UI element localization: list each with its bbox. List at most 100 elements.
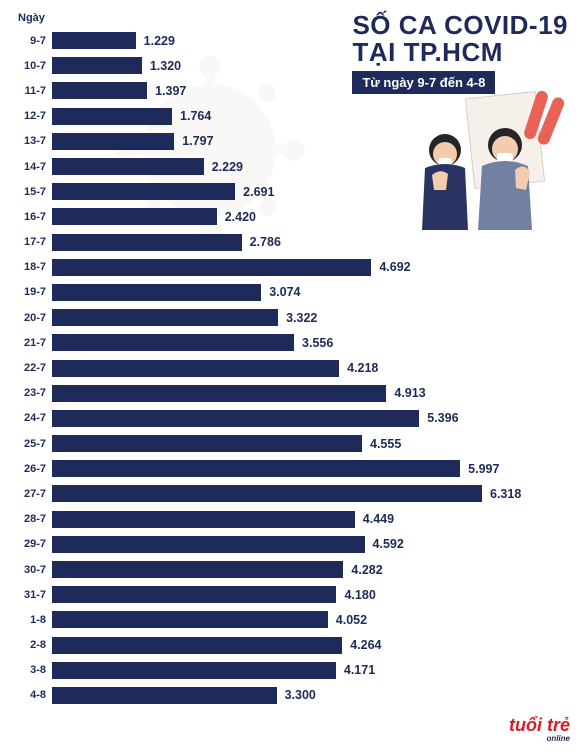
bar-date-label: 2-8 <box>12 639 52 651</box>
bar <box>52 108 172 125</box>
bar-wrap: 4.555 <box>52 435 570 452</box>
bar-value-label: 1.320 <box>150 59 181 73</box>
bar-value-label: 5.396 <box>427 411 458 425</box>
bar-date-label: 10-7 <box>12 60 52 72</box>
bar-value-label: 2.420 <box>225 210 256 224</box>
bar-date-label: 4-8 <box>12 689 52 701</box>
bar-row: 27-76.318 <box>12 481 570 506</box>
bar-row: 30-7 4.282 <box>12 557 570 582</box>
bar <box>52 637 342 654</box>
bar <box>52 410 419 427</box>
bar <box>52 611 328 628</box>
bar-date-label: 12-7 <box>12 110 52 122</box>
bar-row: 2-8 4.264 <box>12 633 570 658</box>
bar-row: 1-84.052 <box>12 607 570 632</box>
bar <box>52 309 278 326</box>
bar-row: 17-72.786 <box>12 230 570 255</box>
bar-value-label: 4.692 <box>379 260 410 274</box>
bar-wrap: 4.264 <box>52 637 570 654</box>
bar <box>52 511 355 528</box>
bar-row: 13-71.797 <box>12 129 570 154</box>
bar-row: 31-74.180 <box>12 582 570 607</box>
bar-row: 24-75.396 <box>12 406 570 431</box>
bar <box>52 284 261 301</box>
bar <box>52 57 142 74</box>
bar-value-label: 1.764 <box>180 109 211 123</box>
bar-wrap: 4.449 <box>52 511 570 528</box>
bar-row: 14-7 2.229 <box>12 154 570 179</box>
bar-value-label: 3.074 <box>269 285 300 299</box>
bar-wrap: 4.282 <box>52 561 570 578</box>
bar-row: 4-8 3.300 <box>12 683 570 708</box>
bar-row: 29-74.592 <box>12 532 570 557</box>
bar-chart: 9-71.22910-71.32011-71.39712-71.76413-71… <box>12 28 570 708</box>
bar-row: 12-7 1.764 <box>12 104 570 129</box>
bar <box>52 561 343 578</box>
bar-wrap: 5.396 <box>52 410 570 427</box>
bar-row: 3-8 4.171 <box>12 658 570 683</box>
bar-value-label: 4.171 <box>344 663 375 677</box>
bar-wrap: 3.300 <box>52 687 570 704</box>
bar-value-label: 1.397 <box>155 84 186 98</box>
bar <box>52 485 482 502</box>
bar-date-label: 23-7 <box>12 387 52 399</box>
bar-value-label: 4.555 <box>370 437 401 451</box>
title-block: SỐ CA COVID-19 TẠI TP.HCM Từ ngày 9-7 đế… <box>352 12 568 94</box>
bar <box>52 234 242 251</box>
infographic-container: SỐ CA COVID-19 TẠI TP.HCM Từ ngày 9-7 đế… <box>0 0 586 753</box>
bar-value-label: 4.052 <box>336 613 367 627</box>
bar-wrap: 2.229 <box>52 158 570 175</box>
bar-value-label: 4.264 <box>350 638 381 652</box>
bar-value-label: 1.229 <box>144 34 175 48</box>
bar <box>52 662 336 679</box>
bar-date-label: 17-7 <box>12 236 52 248</box>
bar-wrap: 4.171 <box>52 662 570 679</box>
bar <box>52 435 362 452</box>
bar-wrap: 5.997 <box>52 460 570 477</box>
bar-value-label: 1.797 <box>182 134 213 148</box>
bar <box>52 208 217 225</box>
bar-row: 19-7 3.074 <box>12 280 570 305</box>
bar-row: 20-73.322 <box>12 305 570 330</box>
logo-main: tuổi trẻ <box>509 715 570 735</box>
bar-date-label: 16-7 <box>12 211 52 223</box>
bar-date-label: 14-7 <box>12 161 52 173</box>
bar-row: 28-74.449 <box>12 507 570 532</box>
title-line-2: TẠI TP.HCM <box>352 39 568 66</box>
bar-wrap: 4.180 <box>52 586 570 603</box>
bar-row: 23-7 4.913 <box>12 381 570 406</box>
bar-wrap: 4.592 <box>52 536 570 553</box>
bar-wrap: 4.052 <box>52 611 570 628</box>
bar-value-label: 3.556 <box>302 336 333 350</box>
bar-date-label: 22-7 <box>12 362 52 374</box>
bar <box>52 460 460 477</box>
source-logo: tuổi trẻ online <box>509 715 570 743</box>
bar <box>52 82 147 99</box>
bar <box>52 259 371 276</box>
bar-value-label: 4.282 <box>351 563 382 577</box>
bar-date-label: 20-7 <box>12 312 52 324</box>
bar-date-label: 3-8 <box>12 664 52 676</box>
bar-row: 26-75.997 <box>12 456 570 481</box>
bar-date-label: 30-7 <box>12 564 52 576</box>
bar-row: 25-7 4.555 <box>12 431 570 456</box>
bar <box>52 687 277 704</box>
bar-date-label: 29-7 <box>12 538 52 550</box>
bar-wrap: 1.764 <box>52 108 570 125</box>
bar-date-label: 19-7 <box>12 286 52 298</box>
bar-date-label: 15-7 <box>12 186 52 198</box>
bar-wrap: 4.913 <box>52 385 570 402</box>
bar-wrap: 4.218 <box>52 360 570 377</box>
bar-wrap: 3.322 <box>52 309 570 326</box>
bar-date-label: 18-7 <box>12 261 52 273</box>
title-line-1: SỐ CA COVID-19 <box>352 12 568 39</box>
bar-value-label: 4.913 <box>394 386 425 400</box>
bar <box>52 158 204 175</box>
bar-wrap: 4.692 <box>52 259 570 276</box>
bar-date-label: 25-7 <box>12 438 52 450</box>
bar-value-label: 2.229 <box>212 160 243 174</box>
bar-value-label: 3.300 <box>285 688 316 702</box>
bar <box>52 133 174 150</box>
bar-value-label: 4.218 <box>347 361 378 375</box>
bar-value-label: 4.449 <box>363 512 394 526</box>
